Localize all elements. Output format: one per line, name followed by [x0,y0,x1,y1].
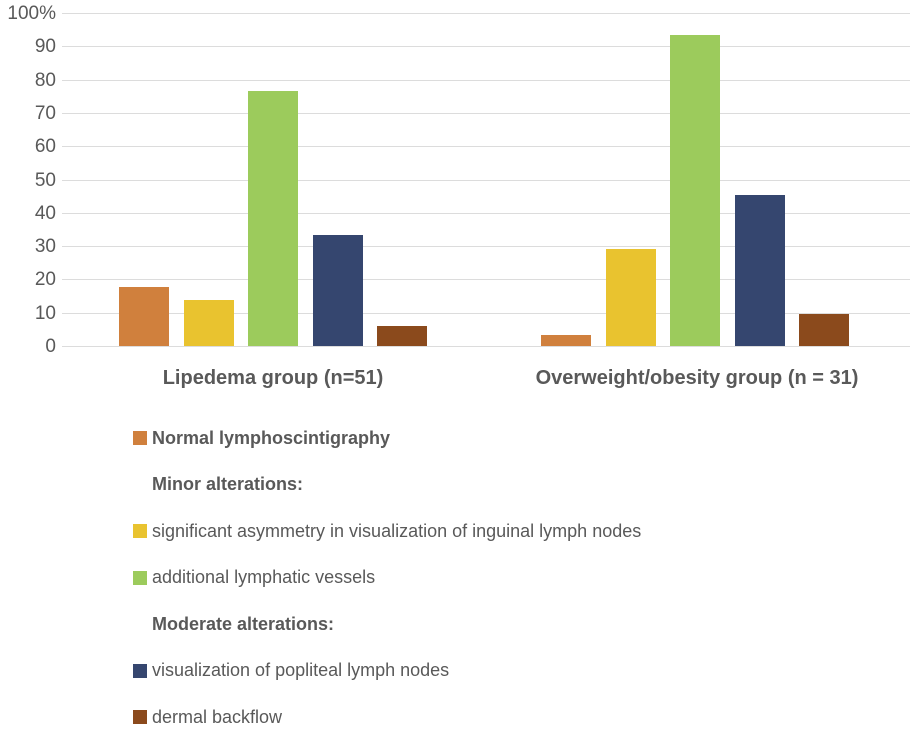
y-tick-label-50: 50 [34,169,56,191]
gridline-20 [62,279,910,281]
y-tick-label-100: 100% [7,3,56,24]
bar-group2-series2 [605,249,656,346]
gridline-40 [62,212,910,214]
y-tick-label-80: 80 [34,69,56,91]
legend-item: visualization of popliteal lymph nodes [133,659,449,683]
gridline-50 [62,179,910,181]
gridline-80 [62,79,910,81]
y-tick-label-10: 10 [34,302,56,324]
bar-group2-series4 [734,195,785,346]
y-tick-label-70: 70 [34,102,56,124]
bar-group1-series2 [183,300,234,346]
y-tick-label-90: 90 [34,36,56,58]
legend-label: Minor alterations: [152,474,304,494]
gridline-0 [62,346,910,347]
legend-swatch [133,570,147,585]
bar-group2-series3 [670,34,720,346]
legend-swatch [133,710,147,724]
bar-group1-series4 [312,235,363,346]
gridline-60 [62,146,910,148]
legend-swatch [133,524,147,538]
y-tick-label-0: 0 [45,336,56,357]
legend-swatch [133,663,147,678]
legend-item: significant asymmetry in visualization o… [133,519,641,543]
bar-group2-series5 [799,313,849,346]
group-label-2: Overweight/obesity group (n = 31) [535,367,859,389]
gridline-90 [62,46,910,48]
bar-group1-series3 [248,91,298,346]
y-tick-label-20: 20 [34,269,56,291]
gridline-30 [62,246,910,248]
legend-label: dermal backflow [152,706,283,727]
legend-label: additional lymphatic vessels [152,567,376,587]
legend-item: dermal backflow [133,705,282,729]
legend-heading: Moderate alterations: [133,612,334,636]
bar-group1-series5 [377,326,427,346]
legend-item: Normal lymphoscintigraphy [133,426,390,450]
legend-label: significant asymmetry in visualization o… [152,520,642,541]
gridline-10 [62,312,910,314]
bar-group1-series1 [119,287,169,346]
legend-label: visualization of popliteal lymph nodes [152,660,450,680]
legend-label: Moderate alterations: [152,613,335,634]
y-tick-label-30: 30 [34,236,56,258]
legend-heading: Minor alterations: [133,473,303,497]
legend-label: Normal lymphoscintigraphy [152,427,391,448]
y-tick-label-40: 40 [34,202,56,224]
gridline-100 [62,13,910,14]
group-label-1: Lipedema group (n=51) [162,367,384,389]
gridline-70 [62,112,910,114]
legend-item: additional lymphatic vessels [133,566,375,590]
plot-area [62,13,910,347]
bar-group2-series1 [541,335,591,346]
y-tick-label-60: 60 [34,136,56,158]
legend-swatch [133,431,147,445]
